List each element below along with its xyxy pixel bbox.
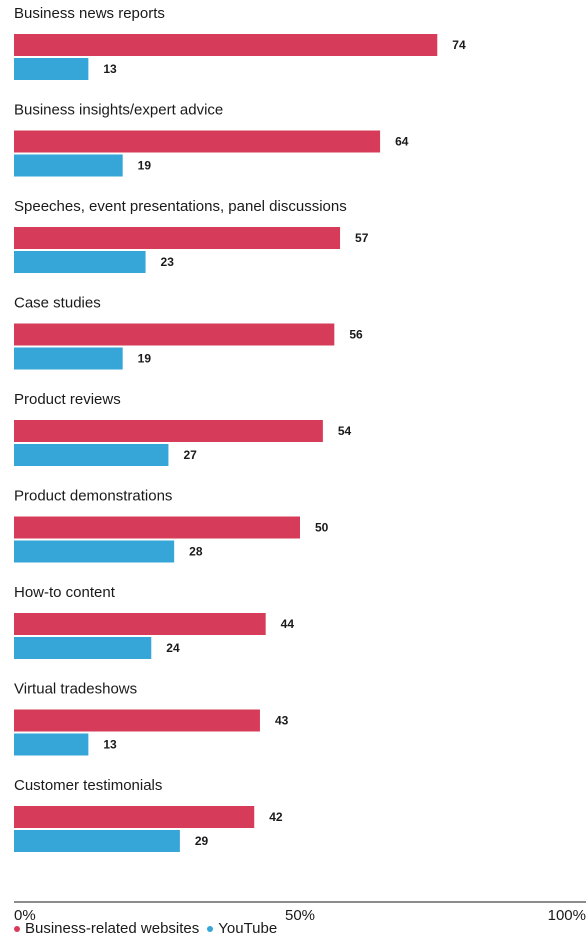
value-label: 42 [269, 810, 283, 824]
value-label: 74 [452, 38, 466, 52]
bar-youtube [14, 58, 89, 80]
bar-business-websites [14, 130, 381, 153]
bar-youtube [14, 540, 175, 563]
x-tick-label: 50% [285, 907, 315, 924]
category-label: Business insights/expert advice [14, 102, 223, 119]
x-tick-label: 0% [14, 907, 36, 924]
bar-youtube [14, 733, 89, 756]
category-label: Product demonstrations [14, 488, 172, 505]
value-label: 13 [103, 738, 117, 752]
legend-item-business-websites: Business-related websites [14, 920, 199, 937]
value-label: 54 [338, 424, 352, 438]
bar-business-websites [14, 806, 255, 828]
bar-youtube [14, 830, 180, 852]
bar-youtube [14, 347, 123, 370]
bar-youtube [14, 154, 123, 177]
category-label: Speeches, event presentations, panel dis… [14, 198, 347, 215]
x-tick-label: 100% [548, 907, 586, 924]
value-label: 19 [138, 352, 152, 366]
bar-business-websites [14, 516, 300, 539]
bar-business-websites [14, 227, 341, 249]
value-label: 50 [315, 521, 329, 535]
category-label: Virtual tradeshows [14, 681, 137, 698]
legend-label-business-websites: Business-related websites [25, 920, 200, 937]
value-label: 29 [195, 834, 209, 848]
legend-label-youtube: YouTube [218, 920, 278, 937]
value-label: 64 [395, 135, 409, 149]
bar-youtube [14, 251, 146, 273]
value-label: 13 [103, 62, 117, 76]
bar-business-websites [14, 420, 323, 442]
legend-dot-business-websites [14, 925, 20, 932]
bar-youtube [14, 444, 169, 466]
legend-dot-youtube [207, 925, 214, 932]
value-label: 57 [355, 231, 369, 245]
bar-business-websites [14, 613, 266, 635]
value-label: 27 [183, 448, 197, 462]
value-label: 28 [189, 545, 203, 559]
value-label: 44 [281, 617, 295, 631]
category-label: Case studies [14, 295, 101, 312]
bar-business-websites [14, 34, 438, 56]
value-label: 23 [161, 255, 175, 269]
legend: Business-related websites YouTube [14, 920, 285, 937]
value-label: 56 [349, 328, 363, 342]
bar-youtube [14, 637, 152, 659]
value-label: 24 [166, 641, 180, 655]
category-label: Business news reports [14, 5, 165, 22]
legend-item-youtube: YouTube [207, 920, 277, 937]
bar-business-websites [14, 709, 260, 732]
value-label: 19 [138, 159, 152, 173]
value-label: 43 [275, 714, 289, 728]
category-label: How-to content [14, 584, 116, 601]
category-label: Customer testimonials [14, 777, 162, 794]
category-label: Product reviews [14, 391, 121, 408]
bar-business-websites [14, 323, 335, 346]
